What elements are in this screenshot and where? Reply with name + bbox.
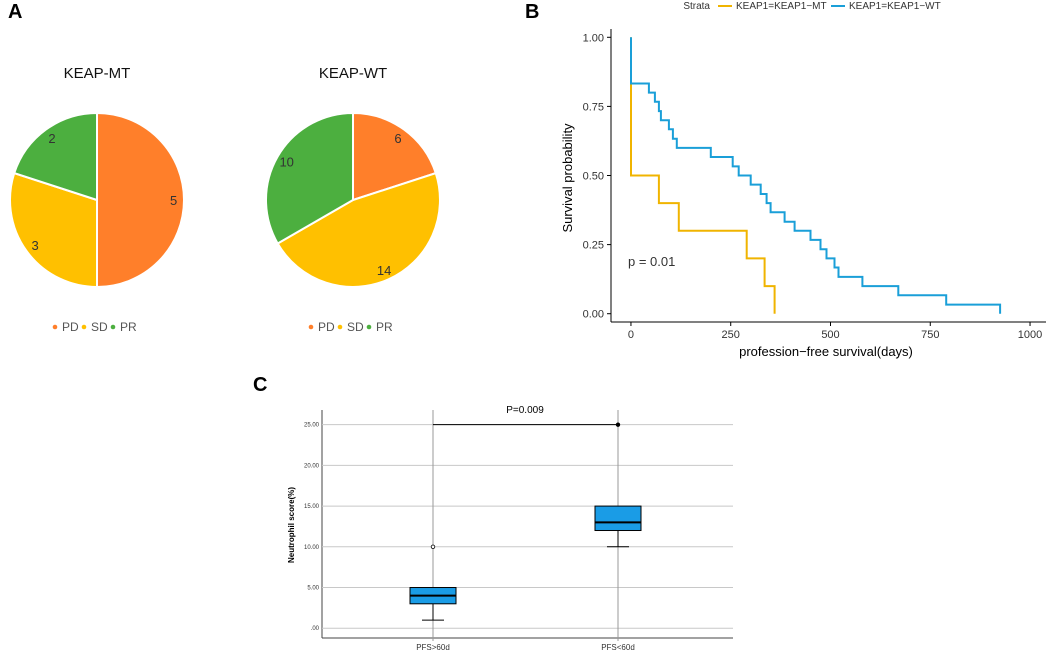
km-y-tick-label: 0.50 [583,171,604,183]
box-y-tick-label: 20.00 [304,463,320,469]
box-plot-chart: .00 5.00 10.00 15.00 20.00 25.00 PFS>60d PFS<60… [287,405,733,652]
km-y-tick-label: 0.75 [583,101,604,113]
pie-chart-keap-wt: KEAP-WT 6 14 10 PD SD PR [265,65,441,334]
panel-letter-c: C [253,374,267,396]
km-legend-label-wt: KEAP1=KEAP1−WT [849,1,941,12]
box-y-axis-title: Neutrophil score(%) [287,487,296,563]
box-y-tick-label: 25.00 [304,423,320,429]
km-y-tick-label: 0.25 [583,240,604,252]
legend-marker-sd [337,324,343,330]
legend-marker-pr [110,324,116,330]
km-x-tick-label: 0 [628,329,634,341]
legend-marker-pd [308,324,314,330]
legend-label-sd: SD [91,320,108,334]
box-y-tick-label: 15.00 [304,504,320,510]
box-p-value: P=0.009 [506,405,544,416]
box-x-tick-label: PFS>60d [416,643,450,652]
pie-slice-pd [96,111,185,289]
km-x-tick-label: 1000 [1018,329,1042,341]
legend-label-sd: SD [347,320,364,334]
pie-value-label: 6 [394,131,401,146]
box-rect [594,505,642,532]
pie-value-label: 14 [377,263,391,278]
km-legend-label-mt: KEAP1=KEAP1−MT [736,1,827,12]
pie-slice-sd [276,171,441,288]
pie-title-keap-wt: KEAP-WT [319,65,387,82]
pie-value-label: 5 [170,193,177,208]
survival-chart: Strata KEAP1=KEAP1−MT KEAP1=KEAP1−WT 0.00 0… [560,1,1046,359]
pie-value-label: 2 [48,131,55,146]
box-y-tick-label: 10.00 [304,545,320,551]
km-line-wt [630,37,1002,314]
box-y-tick-label: 5.00 [307,586,319,592]
legend-label-pr: PR [120,320,137,334]
legend-marker-pd [52,324,58,330]
legend-label-pr: PR [376,320,393,334]
pie-value-label: 10 [279,155,293,170]
pie-slice-sd [9,171,98,289]
panel-letter-a: A [8,1,22,23]
box-x-tick-label: PFS<60d [601,643,635,652]
km-y-axis-title: Survival probability [560,123,575,233]
pie-value-label: 3 [31,238,38,253]
km-x-tick-label: 750 [921,329,939,341]
pie-slice-pr [265,111,354,245]
panel-letter-b: B [525,1,539,23]
pie-title-keap-mt: KEAP-MT [64,65,131,82]
box-outlier [430,544,436,549]
km-x-tick-label: 250 [722,329,740,341]
km-p-value: p = 0.01 [628,254,675,269]
box-y-tick-label: .00 [311,626,320,632]
legend-label-pd: PD [318,320,335,334]
km-x-axis-title: profession−free survival(days) [739,344,913,359]
km-legend-title: Strata [683,1,710,12]
pie-chart-keap-mt: KEAP-MT 5 3 2 PD SD PR [9,65,185,334]
legend-marker-pr [366,324,372,330]
legend-marker-sd [81,324,87,330]
km-y-tick-label: 1.00 [583,32,604,44]
pie-slice-pd [352,111,438,202]
km-x-tick-label: 500 [821,329,839,341]
legend-label-pd: PD [62,320,79,334]
pie-slice-pr [12,111,98,202]
km-y-tick-label: 0.00 [583,309,604,321]
km-line-mt [630,37,776,314]
